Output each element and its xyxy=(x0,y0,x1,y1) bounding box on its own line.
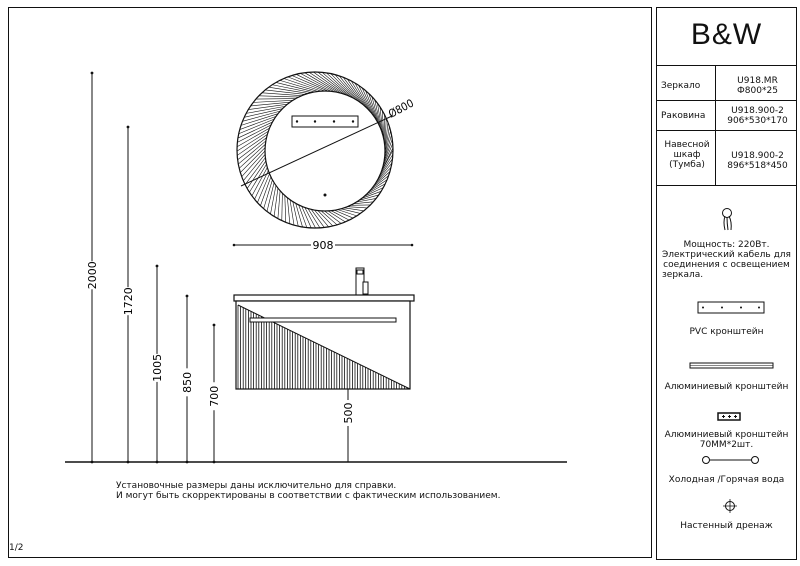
mirror-ring-hatch xyxy=(236,71,394,229)
spec-label-sink: Раковина xyxy=(661,111,706,121)
spec-value-sink-size: 906*530*170 xyxy=(727,116,788,126)
height-label: 700 xyxy=(208,386,221,407)
brand-logo: B&W xyxy=(690,18,763,51)
mirror-bracket xyxy=(291,115,359,128)
countertop xyxy=(233,294,415,302)
diameter-line xyxy=(240,115,393,187)
spec-label-cabinet-2: шкаф xyxy=(673,150,701,160)
pvc-bracket-label: PVC кронштейн xyxy=(689,327,764,337)
height-label: 1005 xyxy=(151,354,164,382)
round-mirror: Ø800 xyxy=(236,71,416,229)
power-text-4: зеркала. xyxy=(662,270,704,280)
drain-label: Настенный дренаж xyxy=(680,521,773,531)
water-label: Холодная /Горячая вода xyxy=(668,475,785,485)
small-bracket-label-1: Алюминиевый кронштейн xyxy=(664,430,789,440)
height-label: 1720 xyxy=(122,287,135,315)
drawing-frame xyxy=(8,7,652,558)
note-line-2: И могут быть скорректированы в соответст… xyxy=(116,491,501,501)
height-dimension: 1005 xyxy=(151,264,164,464)
height-dimension: 1720 xyxy=(122,125,135,464)
cabinet-height-label: 500 xyxy=(342,403,355,424)
note-line-1: Установочные размеры даны исключительно … xyxy=(116,481,397,491)
aluminium-bracket-label: Алюминиевый кронштейн xyxy=(664,382,789,392)
height-dimension: 850 xyxy=(181,294,194,464)
power-text-2: Электрический кабель для xyxy=(662,250,791,260)
height-dimensions: 2000 1720 1005 850 700 xyxy=(86,71,221,464)
spec-label-cabinet-1: Навесной xyxy=(664,140,710,150)
pvc-bracket-icon xyxy=(697,301,765,314)
spec-label-cabinet-3: (Тумба) xyxy=(669,160,705,170)
spec-value-cabinet-model: U918.900-2 xyxy=(731,151,784,161)
wall-drain-icon xyxy=(723,499,737,513)
spec-value-mirror-size: Ф800*25 xyxy=(737,86,778,96)
width-label: 908 xyxy=(313,239,334,252)
height-label: 2000 xyxy=(86,261,99,289)
cabinet-floor-dimension: 500 xyxy=(342,389,355,462)
height-dimension: 700 xyxy=(208,323,221,464)
aluminium-bracket-icon xyxy=(689,362,774,369)
mirror-diameter-label: Ø800 xyxy=(386,97,416,121)
small-aluminium-bracket-icon xyxy=(717,412,741,421)
height-label: 850 xyxy=(181,372,194,393)
water-pipes-icon xyxy=(702,456,759,464)
spec-label-mirror: Зеркало xyxy=(661,81,701,91)
page-number: 1/2 xyxy=(9,543,24,553)
spec-value-mirror-model: U918.MR xyxy=(737,76,778,86)
drawer-handle xyxy=(249,317,397,323)
width-dimension: 908 xyxy=(232,238,414,252)
vanity-cabinet xyxy=(233,267,415,390)
legend-panel: B&W Зеркало U918.MR Ф800*25 Раковина U91… xyxy=(656,7,797,560)
height-dimension: 2000 xyxy=(86,71,99,464)
spec-value-cabinet-size: 896*518*450 xyxy=(727,161,788,171)
power-text-1: Мощность: 220Вт. xyxy=(683,240,770,250)
spec-value-sink-model: U918.900-2 xyxy=(731,106,784,116)
mirror-switch xyxy=(323,193,327,197)
power-text-3: соединения с освещением xyxy=(663,260,790,270)
electric-cable-icon xyxy=(722,208,732,231)
small-bracket-label-2: 70MM*2шт. xyxy=(699,440,754,450)
